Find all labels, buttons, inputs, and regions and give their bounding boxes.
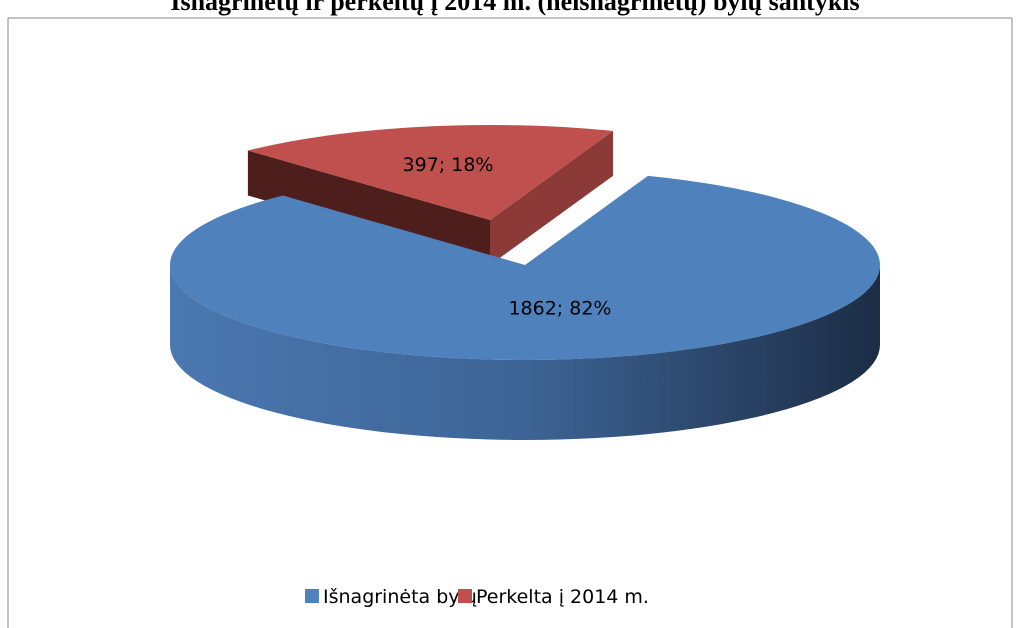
data-label: 397; 18% [403,154,494,176]
legend-swatch [305,589,319,603]
slice-side [490,130,613,265]
slice-side [247,150,490,265]
legend-label: Perkelta į 2014 m. [476,586,649,608]
slice [247,125,613,220]
data-label: 1862; 82% [508,298,611,320]
slice-side [170,265,880,440]
chart-title: Išnagrinėtų ir perkeltų į 2014 m. (neišn… [170,0,859,16]
slice [169,175,880,361]
legend-label: Išnagrinėta bylų [323,586,477,608]
chart-border [7,17,1013,628]
legend-swatch [458,589,472,603]
